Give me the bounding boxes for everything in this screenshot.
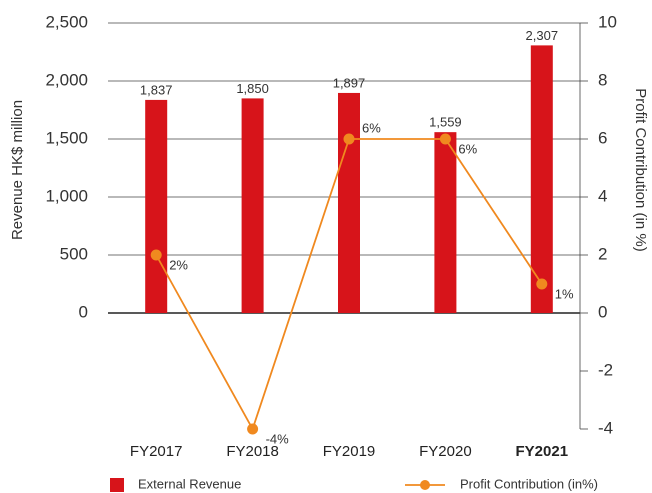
y2-tick-label: 10 <box>598 12 617 31</box>
line-point <box>247 423 259 435</box>
line-point <box>150 249 162 261</box>
line-point <box>536 278 548 290</box>
line-point <box>343 133 355 145</box>
legend-label: External Revenue <box>138 476 241 491</box>
legend-swatch <box>110 478 124 492</box>
bar <box>530 45 553 313</box>
bar <box>241 98 264 314</box>
bar-value-label: 1,837 <box>140 82 173 97</box>
legend-label: Profit Contribution (in%) <box>460 476 598 491</box>
x-tick-label: FY2021 <box>516 443 569 460</box>
x-tick-label: FY2018 <box>226 443 279 460</box>
line-value-label: 6% <box>362 120 381 135</box>
y-tick-label: 500 <box>60 244 88 263</box>
y-tick-label: 2,000 <box>45 70 88 89</box>
bar-value-label: 1,850 <box>236 81 269 96</box>
y2-tick-label: 4 <box>598 186 607 205</box>
x-tick-label: FY2017 <box>130 443 183 460</box>
legend-swatch <box>420 480 430 490</box>
bar <box>434 132 457 313</box>
y-axis-title: Revenue HK$ million <box>9 100 26 240</box>
line-point <box>439 133 451 145</box>
y2-tick-label: 0 <box>598 302 607 321</box>
bar-value-label: 1,559 <box>429 115 462 130</box>
line-value-label: 2% <box>169 257 188 272</box>
y-tick-label: 2,500 <box>45 12 88 31</box>
y2-tick-label: 2 <box>598 244 607 263</box>
y-tick-label: 1,000 <box>45 186 88 205</box>
y2-axis-title: Profit Contribution (in %) <box>632 88 649 251</box>
line-value-label: -4% <box>266 431 290 446</box>
bar-value-label: 2,307 <box>526 28 559 43</box>
bar <box>338 92 360 313</box>
y2-tick-label: 6 <box>598 128 607 147</box>
bar-value-label: 1,897 <box>333 75 366 90</box>
x-tick-label: FY2020 <box>419 443 472 460</box>
y2-tick-label: 8 <box>598 70 607 89</box>
y2-tick-label: -2 <box>598 360 613 379</box>
y2-tick-label: -4 <box>598 418 613 437</box>
x-tick-label: FY2019 <box>323 443 376 460</box>
y-tick-label: 1,500 <box>45 128 88 147</box>
line-value-label: 1% <box>555 286 574 301</box>
y-tick-label: 0 <box>79 302 88 321</box>
line-value-label: 6% <box>458 141 477 156</box>
bar <box>145 99 168 314</box>
